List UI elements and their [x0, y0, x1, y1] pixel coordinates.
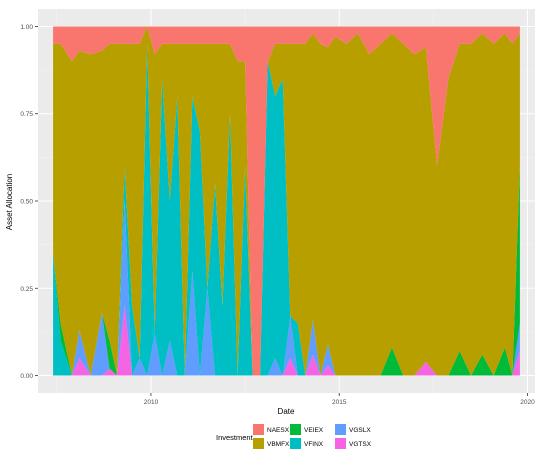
- stacked-areas: [53, 26, 520, 376]
- legend-label-naesx: NAESX: [267, 427, 290, 434]
- y-tick-label: 0.50: [20, 199, 33, 206]
- x-tick-label: 2010: [144, 399, 159, 406]
- legend-title: Investment: [216, 433, 254, 442]
- y-tick-label: 0.75: [20, 111, 33, 118]
- area-vfinx: [53, 43, 520, 376]
- legend-key-naesx: [253, 424, 264, 435]
- x-axis-title: Date: [278, 407, 295, 416]
- legend-label-veiex: VEIEX: [304, 427, 324, 434]
- legend-key-vfinx: [290, 438, 301, 449]
- x-tick-label: 2015: [332, 399, 347, 406]
- legend-key-vbmfx: [253, 438, 264, 449]
- legend-label-vfinx: VFINX: [304, 441, 324, 448]
- y-tick-label: 1.00: [20, 24, 33, 31]
- area-vbmfx: [53, 26, 520, 376]
- legend-label-vbmfx: VBMFX: [267, 441, 290, 448]
- area-vgslx: [53, 201, 520, 376]
- y-tick-label: 0.00: [20, 373, 33, 380]
- legend-key-veiex: [290, 424, 301, 435]
- legend-label-vgtsx: VGTSX: [349, 441, 372, 448]
- y-tick-label: 0.25: [20, 286, 33, 293]
- axes: 0.00 0.25 0.50 0.75 1.00 2010 2015 2020: [20, 24, 535, 406]
- legend-key-vgtsx: [335, 438, 346, 449]
- legend-key-vgslx: [335, 424, 346, 435]
- legend: Investment NAESX VBMFX VEIEX VFINX VGSLX VGTS…: [216, 424, 372, 449]
- x-tick-label: 2020: [520, 399, 535, 406]
- legend-label-vgslx: VGSLX: [349, 427, 371, 434]
- y-axis-title: Asset Allocation: [5, 174, 14, 230]
